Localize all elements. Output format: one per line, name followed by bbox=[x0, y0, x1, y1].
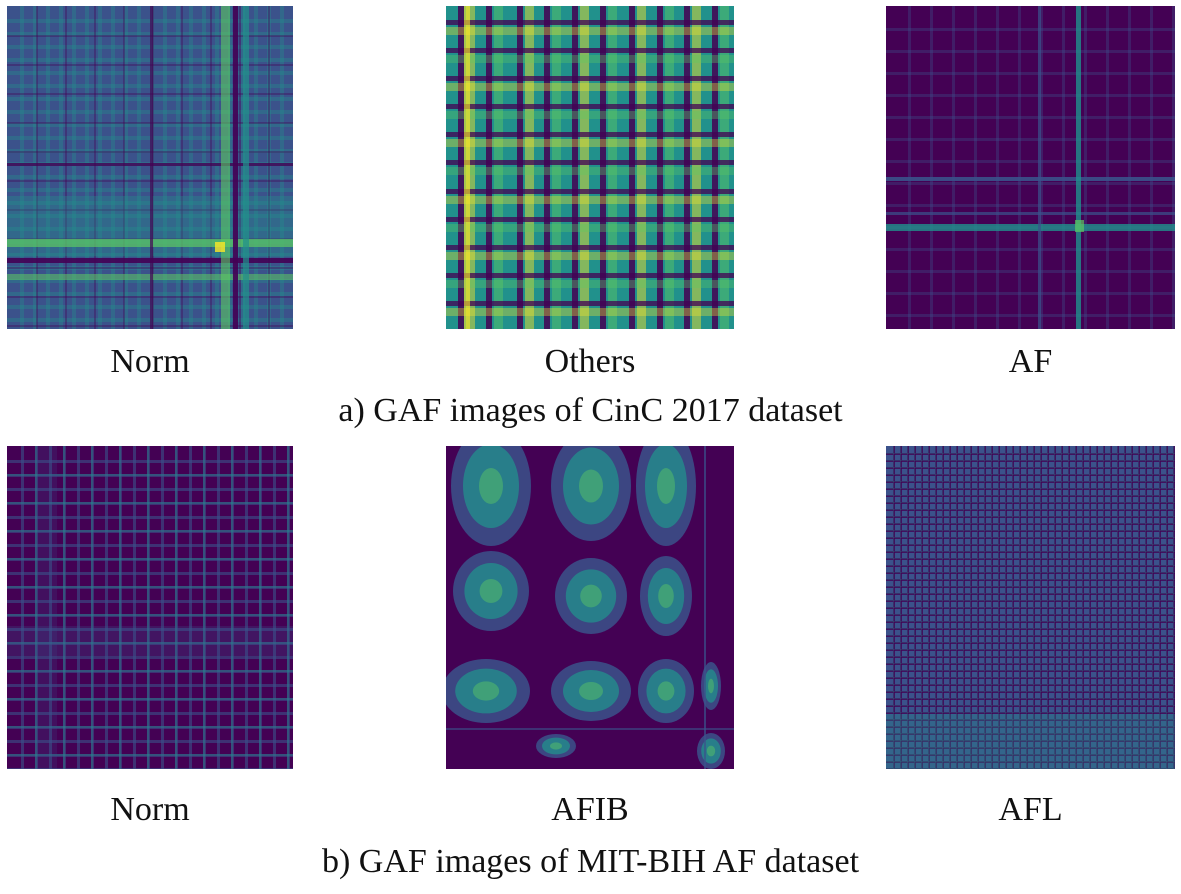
gaf-image-cinc-norm bbox=[7, 6, 293, 329]
gaf-heatmap-mit-afib bbox=[446, 446, 734, 769]
gaf-image-cinc-others bbox=[446, 6, 734, 329]
panel-label-cinc-af: AF bbox=[1008, 343, 1053, 380]
gaf-image-mit-afl bbox=[886, 446, 1175, 769]
panel-label-cinc-norm: Norm bbox=[110, 343, 190, 380]
gaf-heatmap-cinc-af bbox=[886, 6, 1175, 329]
panel-label-mit-norm: Norm bbox=[110, 791, 190, 828]
caption-mit-bih: b) GAF images of MIT-BIH AF dataset bbox=[321, 843, 860, 880]
gaf-heatmap-cinc-norm bbox=[7, 6, 293, 329]
gaf-image-mit-norm bbox=[7, 446, 293, 769]
caption-cinc-2017: a) GAF images of CinC 2017 dataset bbox=[338, 392, 843, 429]
panel-label-cinc-others: Others bbox=[544, 343, 636, 380]
gaf-image-cinc-af bbox=[886, 6, 1175, 329]
panel-label-mit-afl: AFL bbox=[998, 791, 1063, 828]
panel-label-mit-afib: AFIB bbox=[551, 791, 629, 828]
gaf-image-mit-afib bbox=[446, 446, 734, 769]
gaf-heatmap-cinc-others bbox=[446, 6, 734, 329]
gaf-heatmap-mit-norm bbox=[7, 446, 293, 769]
gaf-heatmap-mit-afl bbox=[886, 446, 1175, 769]
